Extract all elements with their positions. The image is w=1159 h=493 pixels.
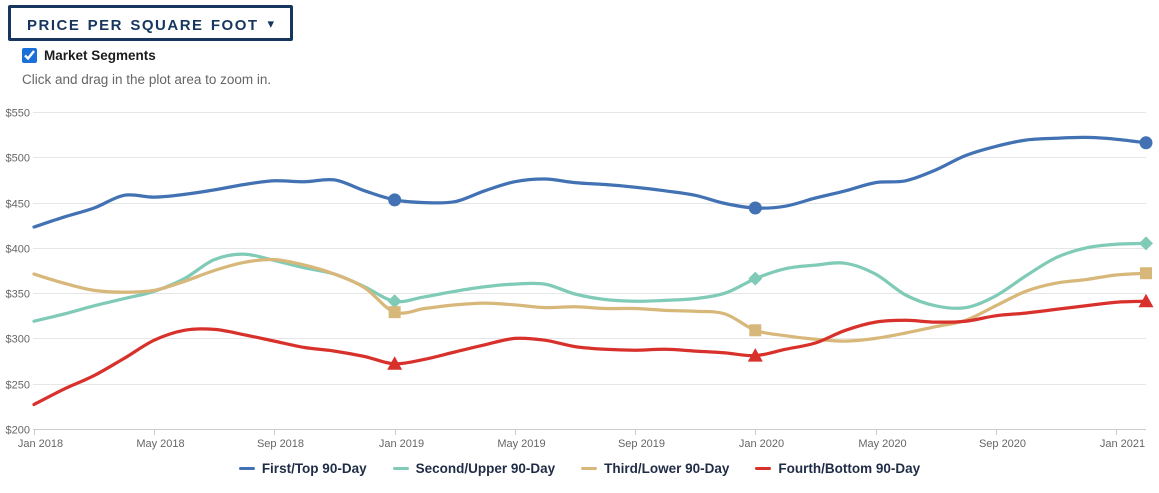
chevron-down-icon: ▾	[267, 15, 275, 31]
x-axis-label: Sep 2018	[257, 438, 304, 450]
triangle-marker-icon	[1138, 293, 1154, 308]
market-segments-label[interactable]: Market Segments	[44, 48, 156, 63]
chart-legend: First/Top 90-Day Second/Upper 90-Day Third…	[0, 461, 1159, 476]
legend-item-fourth-bottom-90-day[interactable]: Fourth/Bottom 90-Day	[755, 461, 920, 476]
x-axis-label: May 2019	[497, 438, 545, 450]
triangle-marker-icon	[747, 348, 763, 362]
y-axis-label: $350	[6, 289, 30, 301]
metric-dropdown-button[interactable]: Price Per Square Foot ▾	[8, 5, 294, 41]
x-axis-label: May 2018	[136, 438, 184, 450]
y-axis-label: $400	[6, 244, 30, 256]
y-axis-label: $250	[6, 380, 30, 392]
circle-marker-icon	[1139, 136, 1153, 150]
market-segments-control: Market Segments	[22, 48, 156, 63]
legend-item-second-upper-90-day[interactable]: Second/Upper 90-Day	[392, 461, 556, 476]
series-line-fourth-bottom-90-day	[32, 299, 1148, 407]
x-axis-label: Jan 2018	[18, 438, 63, 450]
x-axis-label: Sep 2019	[618, 438, 665, 450]
plot-area[interactable]: $200 $250 $300 $350 $400 $450 $500 $550 Jan 2018…	[0, 95, 1159, 458]
legend-swatch-second-upper-90-day	[392, 467, 409, 470]
legend-label-fourth-bottom-90-day: Fourth/Bottom 90-Day	[778, 461, 921, 476]
legend-label-second-upper-90-day: Second/Upper 90-Day	[415, 461, 556, 476]
circle-marker-icon	[748, 201, 762, 215]
square-marker-icon	[1140, 267, 1152, 280]
diamond-marker-icon	[748, 271, 763, 286]
y-axis-label: $200	[6, 425, 30, 437]
legend-item-third-lower-90-day[interactable]: Third/Lower 90-Day	[581, 461, 729, 476]
circle-marker-icon	[388, 193, 402, 207]
chart-container: $200 $250 $300 $350 $400 $450 $500 $550 Jan 2018…	[0, 95, 1159, 458]
series-line-second-upper-90-day	[32, 241, 1148, 323]
legend-swatch-first-top-90-day	[238, 467, 255, 470]
triangle-marker-icon	[387, 356, 403, 370]
diamond-marker-icon	[387, 294, 402, 309]
square-marker-icon	[749, 324, 762, 337]
legend-label-first-top-90-day: First/Top 90-Day	[261, 461, 367, 476]
x-axis-label: Sep 2020	[979, 438, 1026, 450]
market-segments-checkbox[interactable]	[22, 48, 37, 63]
y-axis-label: $300	[6, 334, 30, 346]
legend-swatch-fourth-bottom-90-day	[755, 467, 772, 470]
page-title: Price Per Square Foot	[27, 11, 259, 35]
y-axis-label: $550	[6, 108, 30, 120]
x-axis-label: May 2020	[858, 438, 906, 450]
y-axis-label: $450	[6, 199, 30, 211]
square-marker-icon	[388, 306, 401, 319]
legend-label-third-lower-90-day: Third/Lower 90-Day	[604, 461, 730, 476]
series-line-first-top-90-day	[32, 135, 1148, 229]
x-axis-label: Jan 2021	[1100, 438, 1145, 450]
x-axis-label: Jan 2019	[379, 438, 424, 450]
diamond-marker-icon	[1139, 236, 1153, 251]
zoom-hint-text: Click and drag in the plot area to zoom …	[22, 72, 272, 87]
x-axis-label: Jan 2020	[739, 438, 784, 450]
y-axis-label: $500	[6, 153, 30, 165]
legend-item-first-top-90-day[interactable]: First/Top 90-Day	[238, 461, 367, 476]
legend-swatch-third-lower-90-day	[581, 467, 598, 470]
